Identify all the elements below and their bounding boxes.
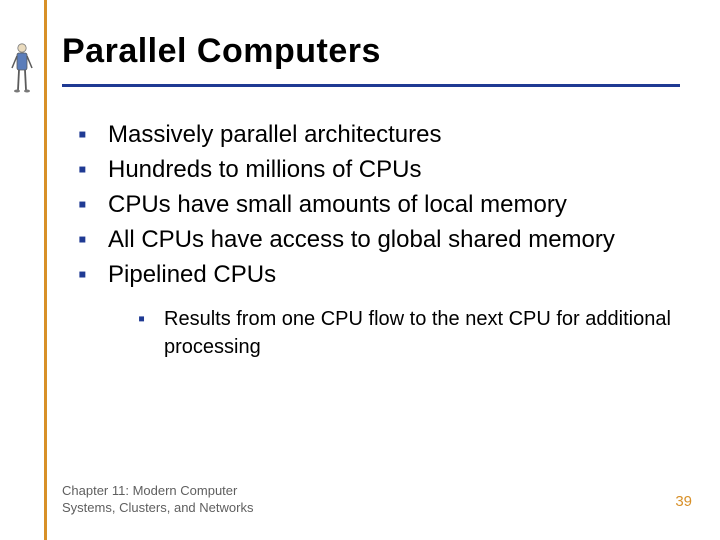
bullet-marker-icon: ▪ <box>78 188 87 221</box>
bullet-item: ▪ Pipelined CPUs ▪ Results from one CPU flo… <box>78 258 678 361</box>
bullet-marker-icon: ▪ <box>78 118 87 151</box>
bullet-list: ▪ Massively parallel architectures ▪ Hundre… <box>78 118 678 361</box>
horizontal-rule <box>62 84 680 87</box>
footer-chapter: Chapter 11: Modern Computer Systems, Clu… <box>62 482 322 516</box>
bullet-item: ▪ CPUs have small amounts of local memory <box>78 188 678 221</box>
bullet-item: ▪ Hundreds to millions of CPUs <box>78 153 678 186</box>
vertical-rule <box>44 0 47 540</box>
footer-line1: Chapter 11: Modern Computer <box>62 483 237 498</box>
bullet-marker-icon: ▪ <box>78 223 87 256</box>
sub-bullet-text: Results from one CPU flow to the next CP… <box>164 308 671 358</box>
bullet-text: All CPUs have access to global shared me… <box>108 226 615 253</box>
sub-bullet-list: ▪ Results from one CPU flow to the next C… <box>138 305 678 361</box>
slide: Parallel Computers ▪ Massively parallel a… <box>0 0 720 540</box>
bullet-marker-icon: ▪ <box>78 153 87 186</box>
bullet-marker-icon: ▪ <box>78 258 87 291</box>
slide-body: ▪ Massively parallel architectures ▪ Hundre… <box>78 118 678 363</box>
bullet-text: Pipelined CPUs <box>108 261 276 288</box>
footer-line2: Systems, Clusters, and Networks <box>62 500 253 515</box>
decorative-figure-icon <box>10 42 34 94</box>
bullet-text: CPUs have small amounts of local memory <box>108 191 567 218</box>
page-number: 39 <box>675 493 692 510</box>
bullet-marker-icon: ▪ <box>138 305 145 333</box>
sub-bullet-item: ▪ Results from one CPU flow to the next C… <box>138 305 678 361</box>
slide-title: Parallel Computers <box>62 32 381 71</box>
bullet-item: ▪ Massively parallel architectures <box>78 118 678 151</box>
bullet-text: Hundreds to millions of CPUs <box>108 156 421 183</box>
bullet-item: ▪ All CPUs have access to global shared m… <box>78 223 678 256</box>
bullet-text: Massively parallel architectures <box>108 121 441 148</box>
